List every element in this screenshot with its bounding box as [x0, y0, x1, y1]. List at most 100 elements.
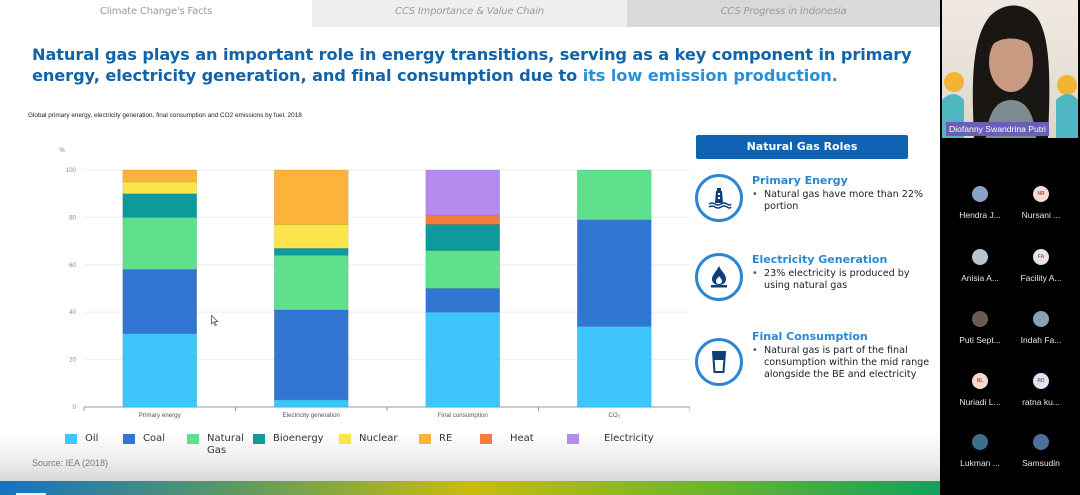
participant-avatar: NL — [972, 373, 988, 389]
participant-avatar — [972, 186, 988, 202]
participant-name: Anisia A... — [961, 273, 999, 283]
speaker-video[interactable]: Diofanny Swandrina Putri — [942, 0, 1078, 138]
legend-label: Electricity — [604, 433, 654, 444]
participant-tile[interactable]: Lukman ... — [950, 434, 1010, 468]
gas-platform-icon — [695, 174, 743, 222]
legend-swatch — [123, 434, 135, 444]
legend-item-natural-gas: Natural Gas — [187, 433, 247, 457]
bar-segment-re — [273, 169, 349, 225]
bar-segment-nuclear — [122, 181, 198, 194]
y-tick-label: 80 — [69, 214, 76, 221]
participant-name: Samsudin — [1022, 458, 1060, 468]
headline-highlight: its low emission production. — [582, 66, 838, 85]
legend-label: Bioenergy — [273, 433, 324, 444]
bar-segment-oil — [122, 333, 198, 408]
bar-segment-oil — [425, 311, 501, 408]
y-tick-label: 60 — [69, 262, 76, 269]
role-bullet-text: Natural gas is part of the final consump… — [764, 345, 930, 380]
bar-segment-oil — [273, 399, 349, 408]
bar-segment-natural-gas — [122, 217, 198, 270]
x-tick-label: Primary energy — [139, 412, 182, 419]
role-bullet: • Natural gas is part of the final consum… — [752, 345, 934, 381]
role-bullet: • 23% electricity is produced by using na… — [752, 268, 934, 292]
bar-segment-coal — [576, 219, 652, 327]
legend-item-heat: Heat — [480, 433, 534, 445]
participant-avatar — [972, 249, 988, 265]
bar-segment-nuclear — [273, 224, 349, 249]
slide-headline: Natural gas plays an important role in e… — [32, 44, 912, 86]
participant-avatar — [972, 311, 988, 327]
footer-logo — [16, 493, 46, 495]
tab-ccs-progress[interactable]: CCS Progress in Indonesia — [627, 0, 940, 27]
participant-tile[interactable]: Puti Sept... — [950, 311, 1010, 345]
participant-name: ratna ku... — [1022, 397, 1060, 407]
participant-tile[interactable]: Indah Fa... — [1011, 311, 1071, 345]
role-bullet: • Natural gas have more than 22% portion — [752, 189, 934, 213]
participant-name: Nursani ... — [1021, 210, 1061, 220]
bar-segment-coal — [273, 309, 349, 401]
participant-tile[interactable]: NL Nuriadi L... — [950, 373, 1010, 407]
y-tick-label: 40 — [69, 309, 76, 316]
y-tick-label: 100 — [66, 167, 77, 174]
legend-swatch — [567, 434, 579, 444]
legend-label: RE — [439, 433, 453, 444]
participant-name: Nuriadi L... — [959, 397, 1001, 407]
participant-name: Facility A... — [1020, 273, 1062, 283]
legend-label: Coal — [143, 433, 166, 444]
role-title: Electricity Generation — [752, 253, 888, 266]
x-tick-label: CO₂ — [608, 412, 620, 419]
y-tick-label: 0 — [73, 404, 77, 411]
legend-swatch — [253, 434, 265, 444]
slide-section-tabs: Climate Change's Facts CCS Importance & … — [0, 0, 940, 27]
bar-segment-natural-gas — [425, 250, 501, 289]
bar-segment-bioenergy — [425, 224, 501, 251]
legend-label: Nuclear — [359, 433, 398, 444]
bar-segment-oil — [576, 326, 652, 408]
roles-title: Natural Gas Roles — [696, 135, 908, 159]
legend-swatch — [480, 434, 492, 444]
legend-item-electricity: Electricity — [567, 433, 654, 445]
tab-ccs-importance[interactable]: CCS Importance & Value Chain — [312, 0, 627, 27]
participant-avatar: NR — [1033, 186, 1049, 202]
participant-tile[interactable]: Samsudin — [1011, 434, 1071, 468]
bar-segment-heat — [425, 214, 501, 225]
x-tick-label: Final consumption — [438, 412, 489, 419]
participant-tile[interactable]: Hendra J... — [950, 186, 1010, 220]
role-title: Primary Energy — [752, 174, 848, 187]
y-axis-label: % — [59, 148, 65, 154]
meeting-video-panel: Diofanny Swandrina Putri Hendra J... NR N… — [940, 0, 1080, 495]
legend-label: Oil — [85, 433, 99, 444]
participant-avatar: RD — [1033, 373, 1049, 389]
legend-item-re: RE — [419, 433, 452, 445]
legend-item-coal: Coal — [123, 433, 165, 445]
bar-segment-coal — [425, 288, 501, 313]
participant-tile[interactable]: FA Facility A... — [1011, 249, 1071, 283]
participant-tile[interactable]: RD ratna ku... — [1011, 373, 1071, 407]
participant-tile[interactable]: NR Nursani ... — [1011, 186, 1071, 220]
participant-tile[interactable]: Anisia A... — [950, 249, 1010, 283]
role-title: Final Consumption — [752, 330, 868, 343]
role-bullet-text: 23% electricity is produced by using nat… — [764, 268, 910, 291]
source-note: Source: IEA (2018) — [32, 458, 109, 468]
stacked-bar-chart: % 0 20 40 60 80 100 Primary energy Electricity g… — [40, 140, 690, 430]
y-tick-label: 20 — [69, 357, 76, 364]
participant-name: Lukman ... — [960, 458, 1000, 468]
chart-caption: Global primary energy, electricity gener… — [28, 112, 302, 119]
chart-svg: % 0 20 40 60 80 100 Primary energy Electricity g… — [59, 148, 690, 419]
tab-climate-change-facts[interactable]: Climate Change's Facts — [0, 0, 312, 27]
speaker-name-label: Diofanny Swandrina Putri — [946, 122, 1049, 136]
legend-swatch — [187, 434, 199, 444]
footer-gradient-bar — [0, 481, 940, 495]
presentation-slide: Climate Change's Facts CCS Importance & … — [0, 0, 940, 495]
speaker-silhouette — [942, 5, 1078, 138]
participant-avatar — [1033, 434, 1049, 450]
bar-segment-bioenergy — [273, 247, 349, 256]
bar-segment-electricity — [425, 169, 501, 216]
legend-label: Heat — [510, 433, 534, 444]
legend-item-bioenergy: Bioenergy — [253, 433, 324, 445]
bar-segment-natural-gas — [273, 255, 349, 311]
x-tick-label: Electricity generation — [283, 412, 341, 419]
glass-icon — [695, 338, 743, 386]
participant-avatar — [972, 434, 988, 450]
bar-segment-bioenergy — [122, 193, 198, 218]
